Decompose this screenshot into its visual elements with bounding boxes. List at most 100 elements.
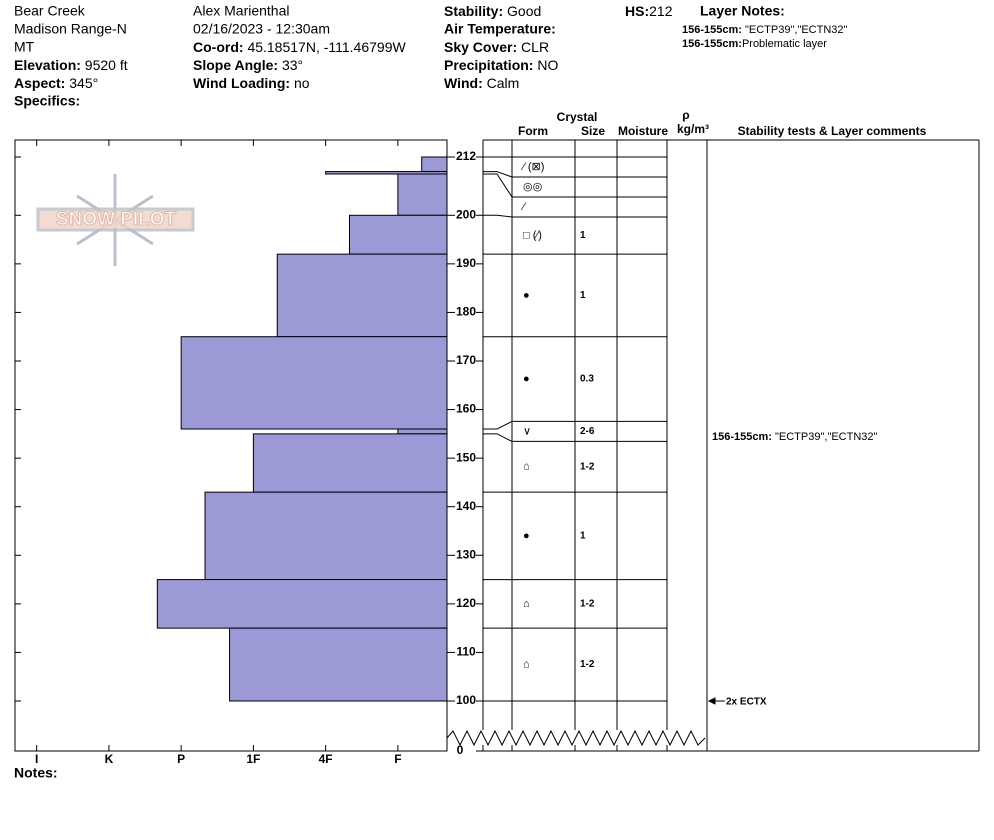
aspect: Aspect: 345° bbox=[14, 75, 98, 91]
comments: 156-155cm: "ECTP39","ECTN32" 2x ECTX bbox=[707, 431, 878, 708]
break-mask bbox=[447, 730, 707, 745]
hardness-bar bbox=[421, 156, 448, 173]
value: NO bbox=[537, 57, 558, 73]
value: no bbox=[294, 75, 310, 91]
height-tick-label: 200 bbox=[456, 207, 476, 221]
label: Wind Loading: bbox=[193, 75, 290, 91]
wind-loading: Wind Loading: no bbox=[193, 75, 310, 91]
label: Stability: bbox=[444, 3, 503, 19]
logo: SNOW PILOT bbox=[36, 174, 195, 266]
hardness-tick-label: K bbox=[105, 752, 114, 766]
layer-table: ⁄ (⊠) ◎◎ ⁄ □ (⁄) 1 ● 1 ● 0.3 ∨ 2-6 ⌂ 1-2 ● 1 ⌂ 1-2 ⌂ 1-2 bbox=[482, 139, 980, 752]
hardness-bar bbox=[229, 627, 448, 702]
height-tick-label: 130 bbox=[456, 547, 476, 561]
height-tick-label: 212 bbox=[456, 149, 476, 163]
grain-form: ⌂ bbox=[523, 598, 530, 610]
grain-form: ● bbox=[523, 289, 530, 301]
crystal-header: Crystal bbox=[557, 110, 598, 124]
label: Precipitation: bbox=[444, 57, 533, 73]
observer: Alex Marienthal bbox=[193, 3, 290, 19]
grain-form: ● bbox=[523, 373, 530, 385]
height-tick-label: 100 bbox=[456, 693, 476, 707]
row-connector bbox=[483, 171, 513, 178]
hardness-bar bbox=[252, 433, 448, 493]
grain-size: 1-2 bbox=[580, 659, 595, 670]
comments-header: Stability tests & Layer comments bbox=[738, 124, 927, 138]
label: Slope Angle: bbox=[193, 57, 278, 73]
grain-size: 1-2 bbox=[580, 598, 595, 609]
value: Good bbox=[507, 3, 541, 19]
grain-form: □ (⁄) bbox=[523, 229, 542, 241]
grain-size: 2-6 bbox=[580, 426, 595, 437]
hardness-bars bbox=[156, 156, 448, 702]
grain-size: 1 bbox=[580, 230, 586, 241]
hardness-tick-label: P bbox=[177, 752, 185, 766]
height-tick-label: 190 bbox=[456, 256, 476, 270]
column-headers: Crystal Form Size Moisture ρ kg/m³ Stabi… bbox=[518, 108, 927, 138]
density-unit: kg/m³ bbox=[677, 122, 709, 136]
label: Elevation: bbox=[14, 57, 81, 73]
axes: 100 110 120 130 140 150 160 170 180 190 200 212 0 I K P… bbox=[15, 140, 483, 766]
slope: Slope Angle: 33° bbox=[193, 57, 303, 73]
row-connector bbox=[483, 433, 513, 442]
row-connector bbox=[483, 420, 513, 430]
logo-band bbox=[36, 207, 195, 232]
text: Problematic layer bbox=[742, 38, 827, 50]
hardness-tick-label: I bbox=[35, 752, 38, 766]
grain-size: 1 bbox=[580, 290, 586, 301]
layer-note: 156-155cm:Problematic layer bbox=[682, 38, 827, 50]
hardness-bar bbox=[276, 253, 448, 338]
label: Sky Cover: bbox=[444, 39, 517, 55]
layer-comment: 2x ECTX bbox=[726, 697, 767, 708]
hardness-bar bbox=[348, 214, 448, 255]
range: 156-155cm: bbox=[682, 24, 742, 36]
label: Aspect: bbox=[14, 75, 65, 91]
text: "ECTP39","ECTN32" bbox=[775, 431, 878, 443]
density-symbol: ρ bbox=[682, 108, 689, 122]
hardness-bar bbox=[156, 579, 448, 629]
coord: Co-ord: 45.18517N, -111.46799W bbox=[193, 39, 406, 55]
hardness-bar bbox=[180, 336, 448, 430]
range: 156-155cm: bbox=[712, 431, 772, 443]
size-header: Size bbox=[581, 124, 605, 138]
value: 9520 ft bbox=[85, 57, 128, 73]
axis-break bbox=[446, 729, 707, 747]
elevation: Elevation: 9520 ft bbox=[14, 57, 128, 73]
hs: HS:212 bbox=[625, 3, 673, 19]
state: MT bbox=[14, 39, 35, 55]
break-zigzag bbox=[446, 729, 706, 747]
grain-size: 0.3 bbox=[580, 374, 594, 385]
hardness-bar bbox=[397, 428, 448, 435]
row-connector bbox=[483, 173, 513, 198]
height-tick-label: 160 bbox=[456, 402, 476, 416]
range: 156-155cm: bbox=[682, 38, 742, 50]
hardness-tick-label: 4F bbox=[319, 752, 333, 766]
precip: Precipitation: NO bbox=[444, 57, 558, 73]
datetime: 02/16/2023 - 12:30am bbox=[193, 21, 330, 37]
grain-form: ⌂ bbox=[523, 658, 530, 670]
logo-text: SNOW PILOT bbox=[56, 209, 177, 230]
value: 33° bbox=[282, 57, 303, 73]
air-temp: Air Temperature: bbox=[444, 21, 556, 37]
layer-comment: 156-155cm: "ECTP39","ECTN32" bbox=[712, 431, 878, 443]
notes-label: Notes: bbox=[14, 765, 58, 781]
height-tick-label: 170 bbox=[456, 353, 476, 367]
height-tick-label: 180 bbox=[456, 305, 476, 319]
value: 345° bbox=[69, 75, 98, 91]
height-tick-label: 150 bbox=[456, 450, 476, 464]
sky: Sky Cover: CLR bbox=[444, 39, 549, 55]
grain-form: ◎◎ bbox=[523, 181, 542, 193]
value: 45.18517N, -111.46799W bbox=[247, 39, 406, 55]
stability: Stability: Good bbox=[444, 3, 541, 19]
value: 212 bbox=[649, 3, 673, 19]
header: Bear Creek Madison Range-N MT Elevation:… bbox=[14, 3, 848, 109]
layer-notes-title: Layer Notes: bbox=[700, 3, 785, 19]
label: HS: bbox=[625, 3, 649, 19]
grain-form: ● bbox=[523, 530, 530, 542]
height-tick-label: 0 bbox=[457, 743, 464, 757]
height-tick-label: 140 bbox=[456, 499, 476, 513]
hardness-bar bbox=[325, 171, 448, 175]
text: "ECTP39","ECTN32" bbox=[745, 24, 848, 36]
comment-arrowhead bbox=[707, 697, 716, 705]
